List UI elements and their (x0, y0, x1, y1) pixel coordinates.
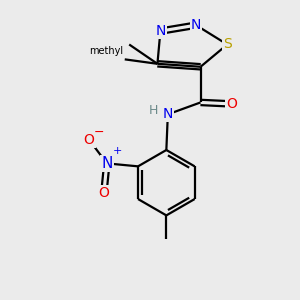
Text: O: O (226, 97, 237, 111)
Text: O: O (84, 133, 94, 147)
Text: methyl: methyl (89, 46, 123, 56)
Text: N: N (163, 107, 173, 121)
Text: H: H (149, 104, 158, 117)
Text: −: − (94, 126, 105, 139)
Text: +: + (112, 146, 122, 157)
Text: N: N (155, 24, 166, 38)
Text: S: S (223, 38, 232, 52)
Text: N: N (191, 18, 201, 32)
Text: O: O (98, 186, 109, 200)
Text: N: N (101, 156, 112, 171)
